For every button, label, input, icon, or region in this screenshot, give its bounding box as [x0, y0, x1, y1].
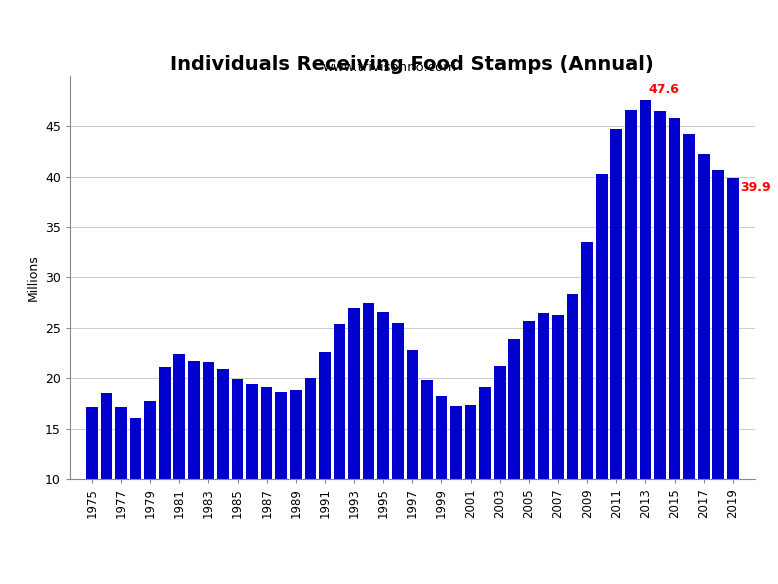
Bar	[100, 393, 112, 579]
Bar	[538, 312, 549, 579]
Bar	[290, 390, 302, 579]
Bar	[392, 323, 404, 579]
Bar	[421, 380, 433, 579]
Text: www.trivisonno.com: www.trivisonno.com	[322, 61, 456, 74]
Bar	[713, 169, 724, 579]
Bar	[464, 405, 476, 579]
Bar	[261, 387, 272, 579]
Bar	[450, 406, 462, 579]
Bar	[144, 401, 156, 579]
Bar	[727, 178, 738, 579]
Bar	[304, 378, 316, 579]
Bar	[232, 379, 244, 579]
Bar	[552, 315, 564, 579]
Bar	[159, 367, 170, 579]
Bar	[86, 408, 98, 579]
Text: 47.6: 47.6	[648, 83, 679, 96]
Bar	[509, 339, 520, 579]
Bar	[173, 354, 185, 579]
Bar	[349, 308, 360, 579]
Bar	[683, 134, 695, 579]
Bar	[247, 384, 258, 579]
Bar	[436, 397, 447, 579]
Bar	[202, 362, 214, 579]
Bar	[566, 294, 578, 579]
Bar	[523, 321, 534, 579]
Bar	[407, 350, 418, 579]
Bar	[275, 392, 287, 579]
Bar	[625, 110, 636, 579]
Bar	[363, 303, 374, 579]
Bar	[377, 312, 389, 579]
Bar	[130, 418, 142, 579]
Bar	[596, 173, 608, 579]
Title: Individuals Receiving Food Stamps (Annual): Individuals Receiving Food Stamps (Annua…	[170, 55, 654, 74]
Bar	[581, 242, 593, 579]
Bar	[115, 408, 127, 579]
Bar	[494, 366, 506, 579]
Bar	[654, 111, 666, 579]
Text: 39.9: 39.9	[740, 181, 771, 194]
Bar	[479, 387, 491, 579]
Bar	[611, 129, 622, 579]
Bar	[669, 118, 681, 579]
Bar	[188, 361, 200, 579]
Y-axis label: Millions: Millions	[26, 254, 40, 301]
Bar	[319, 352, 331, 579]
Bar	[640, 100, 651, 579]
Bar	[334, 324, 345, 579]
Bar	[698, 155, 710, 579]
Bar	[217, 369, 229, 579]
